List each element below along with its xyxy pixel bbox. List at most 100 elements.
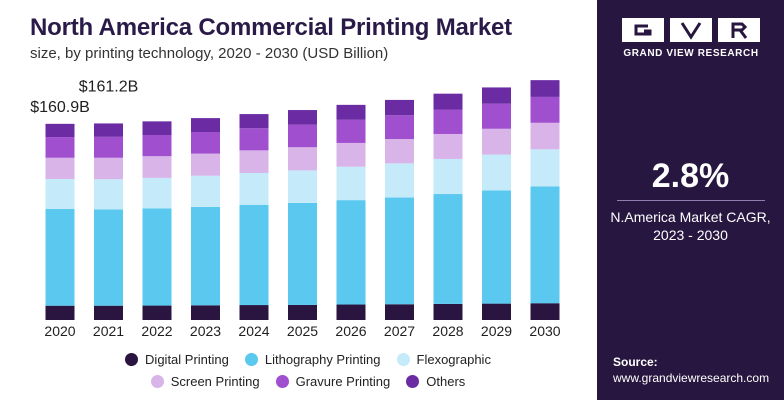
bar-segment-lithography-printing-2020 — [45, 208, 75, 306]
legend-label: Others — [426, 373, 466, 389]
legend-label: Lithography Printing — [264, 351, 381, 367]
cagr-label-line2: 2023 - 2030 — [653, 227, 728, 243]
bar-segment-digital-printing-2025 — [288, 304, 317, 320]
bar-segment-digital-printing-2030 — [530, 303, 560, 320]
chart-legend: Digital Printing Lithography Printing Flex… — [98, 348, 518, 392]
logo-mark-r — [718, 18, 760, 42]
bar-segment-lithography-printing-2022 — [142, 208, 172, 306]
x-tick-label: 2022 — [141, 323, 172, 339]
legend-item: Flexographic — [396, 351, 491, 367]
legend-swatch — [125, 352, 139, 366]
brand-logo: GRAND VIEW RESEARCH — [619, 18, 763, 59]
source-url: www.grandviewresearch.com — [613, 371, 770, 385]
bar-segment-others-2023 — [191, 118, 220, 133]
bar-segment-flexographic-2026 — [336, 166, 366, 201]
bar-segment-gravure-printing-2026 — [336, 119, 366, 143]
legend-swatch — [150, 374, 164, 388]
legend-item: Lithography Printing — [244, 351, 381, 367]
stacked-bar-chart: 2020 2021 2022 2023 2024 2025 2026 2027 2028 2029… — [30, 78, 561, 339]
bar-segment-lithography-printing-2025 — [288, 202, 317, 305]
bar-segment-screen-printing-2022 — [142, 156, 172, 178]
x-tick-label: 2030 — [529, 323, 560, 339]
divider — [617, 200, 765, 201]
bar-segment-gravure-printing-2030 — [530, 96, 560, 123]
legend-label: Flexographic — [416, 351, 491, 367]
bar-segment-gravure-printing-2020 — [45, 137, 75, 158]
bar-segment-flexographic-2030 — [530, 149, 560, 187]
cagr-label-line1: N.America Market CAGR, — [610, 209, 771, 225]
x-tick-label: 2021 — [93, 323, 124, 339]
bar-segment-screen-printing-2028 — [433, 133, 463, 159]
bar-segment-lithography-printing-2023 — [191, 206, 220, 306]
bar-segment-flexographic-2025 — [288, 170, 317, 203]
bar-segment-flexographic-2023 — [191, 175, 220, 207]
bar-segment-lithography-printing-2024 — [239, 204, 269, 306]
bar-segment-others-2025 — [288, 110, 317, 125]
bar-segment-digital-printing-2023 — [191, 305, 220, 320]
bar-segment-digital-printing-2027 — [385, 304, 414, 320]
bar-total-label: $160.9B — [30, 99, 90, 116]
brand-name: GRAND VIEW RESEARCH — [623, 48, 759, 59]
bar-segment-gravure-printing-2023 — [191, 132, 220, 154]
bar-segment-digital-printing-2020 — [45, 305, 75, 320]
bar-segment-gravure-printing-2024 — [239, 128, 269, 151]
bar-segment-gravure-printing-2022 — [142, 135, 172, 157]
legend-label: Screen Printing — [170, 373, 260, 389]
source-block: Source: www.grandviewresearch.com — [613, 354, 769, 386]
bar-segment-digital-printing-2028 — [433, 303, 463, 320]
bar-segment-digital-printing-2021 — [94, 305, 123, 320]
bar-segment-others-2024 — [239, 114, 269, 129]
bar-segment-digital-printing-2029 — [482, 303, 511, 320]
legend-item: Screen Printing — [150, 373, 260, 389]
bar-segment-screen-printing-2021 — [94, 157, 123, 180]
bar-segment-lithography-printing-2021 — [94, 209, 123, 306]
bar-segment-others-2028 — [433, 93, 463, 110]
bar-segment-screen-printing-2027 — [385, 139, 414, 164]
legend-item: Digital Printing — [125, 352, 229, 367]
logo-mark-g — [622, 18, 664, 42]
bar-segment-screen-printing-2026 — [336, 142, 366, 167]
legend-label: Gravure Printing — [295, 373, 391, 389]
chart-subtitle: size, by printing technology, 2020 - 203… — [30, 45, 389, 62]
bar-segment-digital-printing-2022 — [142, 305, 172, 320]
bar-segment-digital-printing-2024 — [239, 305, 269, 320]
bar-segment-flexographic-2029 — [482, 154, 511, 191]
legend-item: Gravure Printing — [275, 373, 391, 389]
bar-segment-flexographic-2024 — [239, 172, 269, 205]
x-tick-label: 2029 — [481, 323, 512, 339]
bar-segment-flexographic-2027 — [385, 163, 414, 198]
bar-segment-gravure-printing-2021 — [94, 136, 123, 158]
bar-segment-lithography-printing-2030 — [530, 186, 560, 304]
gvr-logo-icon — [619, 18, 763, 42]
cagr-label: N.America Market CAGR, 2023 - 2030 — [597, 208, 784, 244]
legend-swatch — [275, 374, 289, 388]
bar-segment-others-2030 — [530, 80, 560, 97]
bar-segment-others-2022 — [142, 121, 172, 136]
bar-segment-screen-printing-2030 — [530, 122, 560, 150]
bar-segment-gravure-printing-2028 — [433, 109, 463, 134]
legend-swatch — [396, 352, 410, 366]
x-tick-label: 2028 — [432, 323, 463, 339]
bar-segment-lithography-printing-2029 — [482, 190, 511, 304]
legend-label: Digital Printing — [145, 351, 229, 367]
bar-segment-others-2026 — [336, 104, 366, 120]
bar-segment-others-2021 — [94, 123, 123, 137]
bar-segment-others-2029 — [482, 87, 511, 104]
bar-segment-gravure-printing-2025 — [288, 124, 317, 148]
bar-segment-screen-printing-2020 — [45, 157, 75, 179]
x-tick-label: 2027 — [384, 323, 415, 339]
legend-swatch — [406, 374, 420, 388]
bar-segment-flexographic-2022 — [142, 177, 172, 209]
bar-segment-lithography-printing-2026 — [336, 200, 366, 305]
bar-segment-others-2020 — [45, 123, 75, 138]
bar-segment-screen-printing-2029 — [482, 128, 511, 155]
chart-title: North America Commercial Printing Market — [30, 14, 512, 41]
logo-mark-v — [670, 18, 712, 42]
x-tick-label: 2026 — [335, 323, 366, 339]
source-label: Source: — [613, 355, 658, 369]
bar-segment-screen-printing-2024 — [239, 150, 269, 173]
x-tick-label: 2024 — [238, 323, 269, 339]
legend-item: Others — [406, 374, 465, 389]
cagr-value: 2.8% — [651, 157, 730, 195]
legend-swatch — [244, 352, 258, 366]
